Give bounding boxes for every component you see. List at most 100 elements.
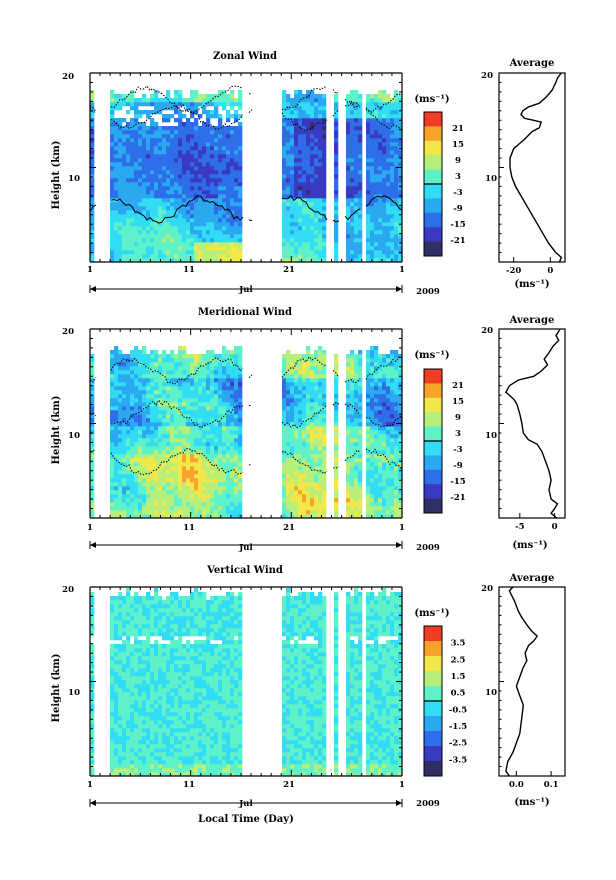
heatmap-cell <box>334 198 338 202</box>
heatmap-cell <box>302 366 306 370</box>
heatmap-cell <box>130 214 134 218</box>
heatmap-cell <box>170 150 174 154</box>
heatmap-cell <box>122 482 126 486</box>
heatmap-cell <box>298 506 302 510</box>
heatmap-cell <box>374 350 378 354</box>
heatmap-cell <box>198 154 202 158</box>
heatmap-cell <box>218 410 222 414</box>
heatmap-cell <box>302 158 306 162</box>
heatmap-cell <box>282 358 286 362</box>
heatmap-cell <box>122 398 126 402</box>
heatmap-cell <box>226 246 230 250</box>
heatmap-cell <box>298 202 302 206</box>
heatmap-cell <box>302 486 306 490</box>
heatmap-cell <box>138 354 142 358</box>
heatmap-cell <box>290 442 294 446</box>
heatmap-cell <box>286 250 290 254</box>
heatmap-cell <box>202 158 206 162</box>
heatmap-cell <box>110 366 114 370</box>
heatmap-cell <box>382 494 386 498</box>
heatmap-cell <box>354 390 358 394</box>
heatmap-cell <box>358 490 362 494</box>
heatmap-cell <box>198 234 202 238</box>
heatmap-cell <box>118 350 122 354</box>
heatmap-cell <box>134 154 138 158</box>
heatmap-cell <box>186 490 190 494</box>
heatmap-cell <box>206 214 210 218</box>
heatmap-cell <box>178 450 182 454</box>
heatmap-cell <box>178 490 182 494</box>
heatmap-cell <box>194 426 198 430</box>
heatmap-cell <box>298 374 302 378</box>
heatmap-cell <box>134 378 138 382</box>
heatmap-cell <box>290 202 294 206</box>
heatmap-cell <box>298 174 302 178</box>
heatmap-cell <box>310 382 314 386</box>
heatmap-cell <box>210 434 214 438</box>
heatmap-cell <box>334 222 338 226</box>
heatmap-cell <box>114 386 118 390</box>
heatmap-cell <box>150 122 154 126</box>
heatmap-cell <box>182 170 186 174</box>
heatmap-cell <box>194 402 198 406</box>
heatmap-cell <box>386 438 390 442</box>
heatmap-cell <box>302 150 306 154</box>
heatmap-cell <box>110 486 114 490</box>
heatmap-cell <box>134 402 138 406</box>
heatmap-cell <box>298 114 302 118</box>
heatmap-cell <box>346 234 350 238</box>
heatmap-cell <box>286 450 290 454</box>
heatmap-cell <box>238 434 242 438</box>
heatmap-cell <box>142 142 146 146</box>
colorbar-segment <box>424 184 442 199</box>
heatmap-cell <box>282 174 286 178</box>
heatmap-cell <box>310 406 314 410</box>
heatmap-cell <box>314 202 318 206</box>
heatmap-cell <box>318 390 322 394</box>
heatmap-cell <box>138 130 142 134</box>
heatmap-cell <box>118 466 122 470</box>
average-frame <box>499 73 565 262</box>
heatmap-cell <box>378 454 382 458</box>
heatmap-cell <box>286 382 290 386</box>
heatmap-cell <box>118 94 122 98</box>
heatmap-cell <box>354 198 358 202</box>
heatmap-cell <box>194 398 198 402</box>
heatmap-cell <box>154 242 158 246</box>
heatmap-cell <box>230 178 234 182</box>
heatmap-cell <box>166 418 170 422</box>
heatmap-cell <box>146 202 150 206</box>
heatmap-cell <box>214 394 218 398</box>
heatmap-cell <box>222 502 226 506</box>
heatmap-cell <box>174 506 178 510</box>
heatmap-cell <box>130 250 134 254</box>
heatmap-cell <box>218 230 222 234</box>
heatmap-cell <box>210 442 214 446</box>
heatmap-cell <box>202 150 206 154</box>
heatmap-cell <box>366 170 370 174</box>
heatmap-cell <box>138 366 142 370</box>
heatmap-cell <box>114 378 118 382</box>
heatmap-cell <box>154 482 158 486</box>
heatmap-cell <box>166 178 170 182</box>
heatmap-cell <box>214 226 218 230</box>
heatmap-cell <box>110 498 114 502</box>
heatmap-cell <box>214 486 218 490</box>
heatmap-cell <box>286 202 290 206</box>
heatmap-cell <box>370 174 374 178</box>
heatmap-cell <box>114 182 118 186</box>
heatmap-cell <box>118 206 122 210</box>
heatmap-cell <box>322 130 326 134</box>
heatmap-cell <box>122 178 126 182</box>
heatmap-cell <box>174 226 178 230</box>
heatmap-cell <box>206 154 210 158</box>
heatmap-cell <box>322 146 326 150</box>
heatmap-cell <box>154 458 158 462</box>
heatmap-cell <box>358 458 362 462</box>
heatmap-cell <box>294 150 298 154</box>
heatmap-cell <box>178 94 182 98</box>
average-y-tick-10: 10 <box>485 174 497 184</box>
heatmap-cell <box>126 166 130 170</box>
heatmap-cell <box>222 130 226 134</box>
heatmap-cell <box>314 178 318 182</box>
